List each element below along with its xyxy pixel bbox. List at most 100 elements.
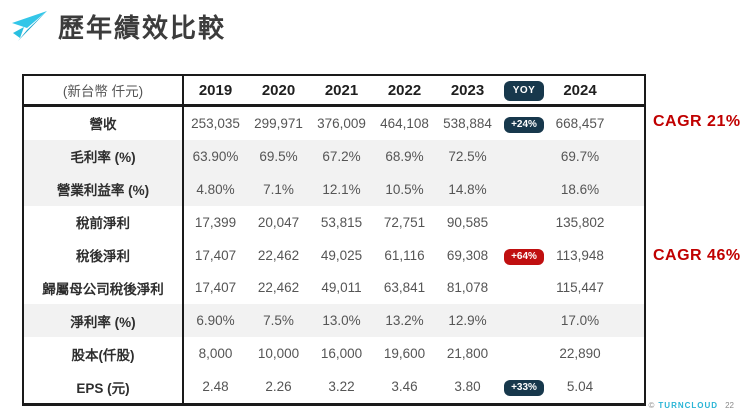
value-cell: 22,462 [257, 247, 300, 263]
value-cell: 299,971 [254, 115, 303, 131]
value-cell: 2.26 [265, 379, 292, 395]
value-cell: 253,035 [191, 115, 240, 131]
value-cell: 13.0% [322, 313, 361, 329]
performance-table: (新台幣 仟元) 2019 2020 2021 2022 2023 YOY 20… [22, 74, 646, 406]
row-label: EPS (元) [24, 370, 184, 404]
value-cell: 68.9% [385, 148, 424, 164]
value-cell: 464,108 [380, 115, 429, 131]
brand-logo-icon [12, 10, 47, 41]
header-yoy-cell: YOY [499, 80, 549, 101]
table-header-row: (新台幣 仟元) 2019 2020 2021 2022 2023 YOY 20… [24, 76, 644, 107]
header-year-2024: 2024 [563, 81, 597, 99]
value-cell: 376,009 [317, 115, 366, 131]
value-cell: 3.80 [454, 379, 481, 395]
value-cell: 63.90% [192, 148, 239, 164]
value-cell-2024: 69.7% [560, 148, 600, 164]
value-cell-2024: 113,948 [556, 247, 604, 263]
value-cell: 49,025 [320, 247, 363, 263]
value-cell-2024: 17.0% [560, 313, 600, 329]
value-cell: 69.5% [259, 148, 298, 164]
row-label: 毛利率 (%) [24, 139, 184, 173]
value-cell-2024: 115,447 [556, 280, 604, 296]
row-label: 營收 [24, 107, 184, 140]
value-cell: 538,884 [443, 115, 492, 131]
page-number: 22 [725, 401, 734, 410]
value-cell: 3.22 [328, 379, 355, 395]
value-cell: 61,116 [384, 247, 425, 263]
value-cell: 17,407 [194, 280, 237, 296]
table-row: 歸屬母公司稅後淨利 17,407 22,462 49,011 63,841 81,078 1… [24, 271, 644, 305]
value-cell-2024: 22,890 [559, 346, 601, 362]
value-cell: 17,399 [194, 214, 237, 230]
table-row: 營業利益率 (%) 4.80% 7.1% 12.1% 10.5% 14.8% 18.6% [24, 172, 644, 206]
value-cell: 12.9% [448, 313, 487, 329]
value-cell: 6.90% [196, 313, 235, 329]
value-cell: 53,815 [320, 214, 363, 230]
header-year-2022: 2022 [387, 81, 422, 99]
value-cell: 4.80% [196, 181, 235, 197]
value-cell: 72.5% [448, 148, 487, 164]
header-unit-label: (新台幣 仟元) [24, 76, 184, 104]
table-row: 股本(仟股) 8,000 10,000 16,000 19,600 21,800 22,89… [24, 337, 644, 371]
value-cell: 10,000 [257, 346, 300, 362]
value-cell: 81,078 [446, 280, 489, 296]
value-cell-2024: 135,802 [555, 214, 605, 230]
value-cell: 10.5% [385, 181, 424, 197]
yoy-badge: +33% [504, 380, 544, 397]
value-cell-2024: 668,457 [555, 115, 605, 131]
row-label: 營業利益率 (%) [24, 172, 184, 206]
value-cell: 12.1% [322, 181, 361, 197]
value-cell: 63,841 [383, 280, 426, 296]
row-label: 歸屬母公司稅後淨利 [24, 271, 184, 305]
row-label: 淨利率 (%) [24, 304, 184, 338]
table-row: 稅前淨利 17,399 20,047 53,815 72,751 90,585 135,80… [24, 205, 644, 239]
value-cell: 8,000 [198, 346, 233, 362]
brand-name: TURNCLOUD [658, 401, 719, 410]
value-cell: 67.2% [322, 148, 361, 164]
value-cell-2024: 18.6% [560, 181, 600, 197]
table-row: EPS (元) 2.48 2.26 3.22 3.46 3.80 +33% 5.04 [24, 370, 644, 404]
value-cell: 19,600 [383, 346, 426, 362]
footer: © TURNCLOUD 22 [649, 401, 734, 410]
value-cell: 2.48 [202, 379, 229, 395]
title-row: 歷年績效比較 [12, 8, 226, 45]
value-cell: 22,462 [257, 280, 300, 296]
value-cell: 69,308 [446, 247, 489, 263]
table-row: 營收 253,035 299,971 376,009 464,108 538,884 +24… [24, 107, 644, 140]
value-cell: 7.5% [263, 313, 294, 329]
yoy-header-badge: YOY [503, 80, 545, 101]
yoy-cell: +33% [499, 377, 549, 397]
value-cell: 17,407 [194, 247, 237, 263]
value-cell: 49,011 [321, 280, 362, 296]
cagr-revenue-annotation: CAGR 21% [653, 113, 740, 130]
value-cell: 16,000 [320, 346, 363, 362]
yoy-badge: +64% [504, 248, 544, 265]
header-year-2019: 2019 [198, 81, 233, 99]
header-year-2023: 2023 [450, 81, 485, 99]
row-label: 稅前淨利 [24, 205, 184, 239]
header-year-2021: 2021 [324, 81, 359, 99]
yoy-cell: +64% [499, 246, 549, 265]
yoy-cell: +24% [499, 114, 549, 133]
copyright-symbol: © [648, 401, 655, 410]
value-cell: 20,047 [257, 214, 300, 230]
table-row: 毛利率 (%) 63.90% 69.5% 67.2% 68.9% 72.5% 69.7% [24, 139, 644, 173]
table-row: 淨利率 (%) 6.90% 7.5% 13.0% 13.2% 12.9% 17.0% [24, 304, 644, 338]
value-cell: 3.46 [391, 379, 418, 395]
value-cell: 7.1% [263, 181, 294, 197]
value-cell: 13.2% [385, 313, 424, 329]
table-row: 稅後淨利 17,407 22,462 49,025 61,116 69,308 +64% 11… [24, 238, 644, 272]
table-body: 營收 253,035 299,971 376,009 464,108 538,884 +24… [24, 107, 644, 404]
yoy-badge: +24% [504, 116, 544, 133]
value-cell: 72,751 [383, 214, 426, 230]
row-label: 稅後淨利 [24, 238, 184, 272]
page-title: 歷年績效比較 [58, 13, 227, 43]
value-cell-2024: 5.04 [566, 379, 594, 395]
row-label: 股本(仟股) [24, 337, 184, 371]
value-cell: 90,585 [446, 214, 489, 230]
value-cell: 14.8% [448, 181, 487, 197]
value-cell: 21,800 [446, 346, 489, 362]
cagr-netprofit-annotation: CAGR 46% [653, 247, 740, 264]
header-year-2020: 2020 [261, 81, 296, 99]
